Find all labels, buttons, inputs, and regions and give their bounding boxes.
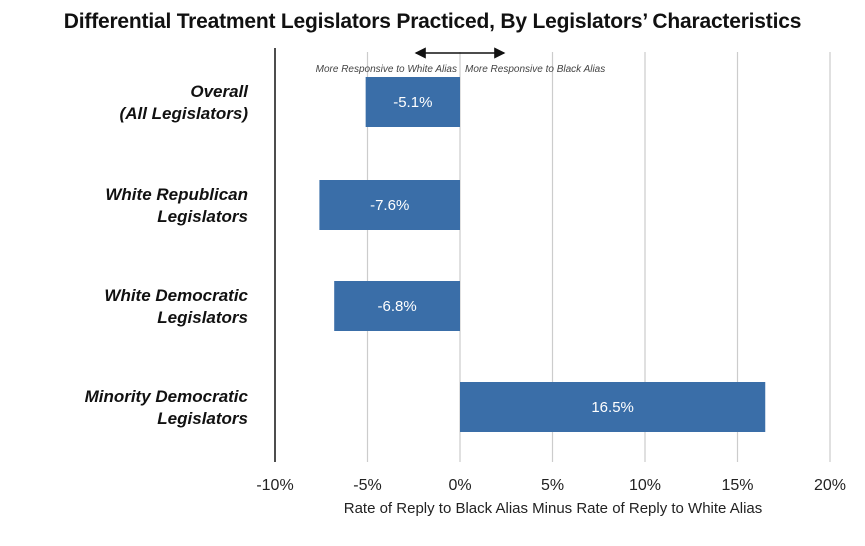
bar-0 [365,77,460,127]
category-line-2-1: Legislators [157,308,248,327]
x-tick-label-3: 5% [541,477,564,494]
bar-3 [460,382,766,432]
x-tick-label-2: 0% [448,477,471,494]
category-label-0: Overall (All Legislators) [120,82,250,123]
category-line-0-0: Overall [190,82,249,101]
bar-value-label-3: 16.5% [591,399,634,416]
bar-2 [334,281,460,331]
x-tick-label-1: -5% [353,477,381,494]
x-tick-label-4: 10% [629,477,661,494]
category-line-1-1: Legislators [157,207,248,226]
category-line-2-0: White Democratic [104,286,248,305]
x-tick-label-6: 20% [814,477,846,494]
bars [319,77,766,432]
category-line-3-0: Minority Democratic [85,387,249,406]
annotation-left: More Responsive to White Alias [316,64,457,75]
chart-title: Differential Treatment Legislators Pract… [63,10,802,33]
labels: -5.1% -7.6% -6.8% 16.5% Overall (All Legislat… [85,47,846,517]
category-line-3-1: Legislators [157,409,248,428]
category-label-3: Minority Democratic Legislators [85,387,249,428]
category-label-2: White Democratic Legislators [104,286,248,327]
x-axis-title: Rate of Reply to Black Alias Minus Rate … [344,500,763,517]
bar-value-label-0: -5.1% [393,94,432,111]
bar-1 [319,180,460,230]
category-line-1-0: White Republican [105,185,248,204]
bar-value-label-1: -7.6% [370,197,409,214]
x-tick-label-5: 15% [721,477,753,494]
category-label-1: White Republican Legislators [105,185,248,226]
bar-value-label-2: -6.8% [378,298,417,315]
x-tick-label-0: -10% [256,477,293,494]
category-line-0-1: (All Legislators) [120,104,249,123]
annotation-right: More Responsive to Black Alias [465,64,605,75]
